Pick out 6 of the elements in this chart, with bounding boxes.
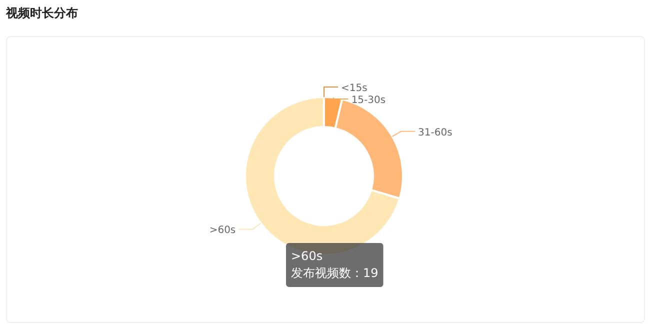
legend-label: <15s [341, 83, 368, 94]
slice-label: 15-30s [351, 95, 386, 106]
tooltip: >60s 发布视频数：19 [286, 243, 384, 287]
slice-label: >60s [209, 225, 236, 236]
text: 视频时长分布 [5, 6, 78, 20]
slice-label: 31-60s [418, 127, 452, 138]
